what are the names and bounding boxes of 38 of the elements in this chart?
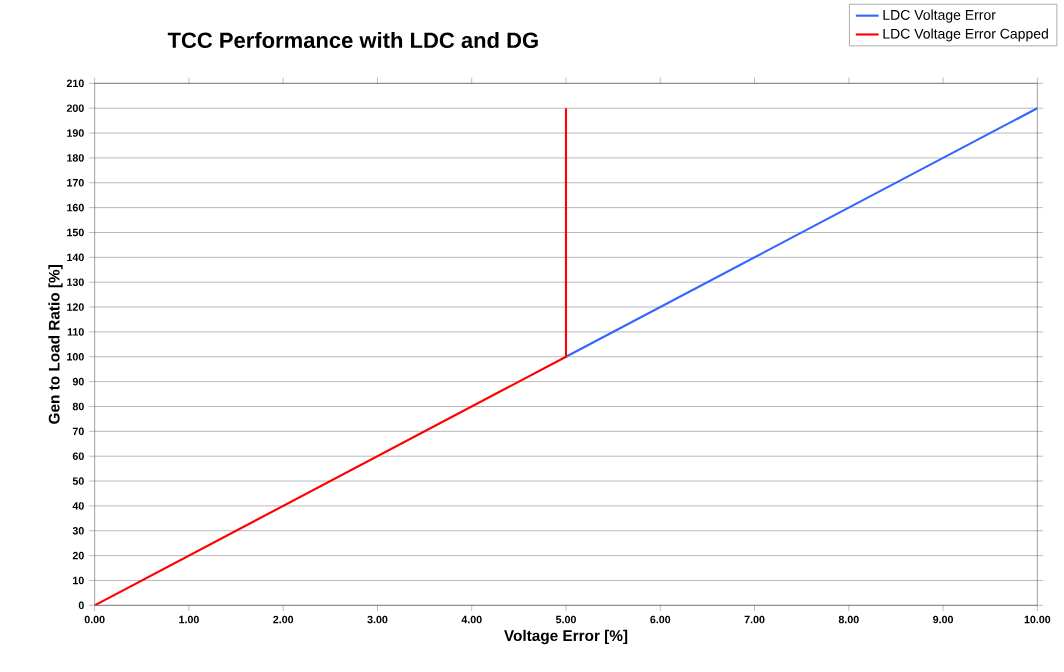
y-tick-label: 80 [72,402,84,411]
y-tick-label: 0 [78,601,84,610]
y-tick-label: 140 [67,253,84,262]
x-tick-label: 3.00 [367,615,388,624]
y-tick-label: 10 [73,576,84,585]
y-tick-label: 170 [67,178,84,187]
y-tick-label: 180 [67,154,84,162]
y-tick-label: 70 [72,427,84,436]
x-tick-label: 2.00 [273,615,294,624]
x-tick-label: 6.00 [650,615,671,624]
legend-label: LDC Voltage Error [883,9,996,23]
y-tick-label: 20 [72,551,84,560]
x-axis-title: Voltage Error [%] [504,629,628,645]
x-tick-label: 5.00 [555,615,576,624]
y-tick-label: 130 [67,278,84,286]
y-tick-label: 60 [72,452,84,460]
chart-title: TCC Performance with LDC and DG [167,31,538,49]
x-tick-label: 10.00 [1024,615,1051,624]
x-tick-label: 7.00 [744,615,765,624]
y-tick-label: 200 [66,104,84,112]
y-tick-label: 90 [72,377,84,386]
legend-label: LDC Voltage Error Capped [883,28,1048,42]
x-tick-label: 4.00 [461,615,482,624]
x-tick-label: 8.00 [838,615,859,624]
y-tick-label: 160 [67,203,84,212]
y-tick-label: 40 [72,502,84,510]
y-tick-label: 120 [67,303,84,311]
y-tick-label: 190 [67,129,84,137]
x-tick-label: 9.00 [933,615,954,624]
y-tick-label: 210 [66,79,84,88]
y-tick-label: 50 [72,477,84,485]
y-tick-label: 100 [67,352,84,361]
y-tick-label: 110 [67,328,84,336]
x-tick-label: 1.00 [179,615,199,624]
y-axis-title: Gen to Load Ratio [%] [48,265,63,424]
y-tick-label: 150 [67,228,84,237]
x-tick-label: 0.00 [84,615,105,624]
y-tick-label: 30 [72,526,84,535]
